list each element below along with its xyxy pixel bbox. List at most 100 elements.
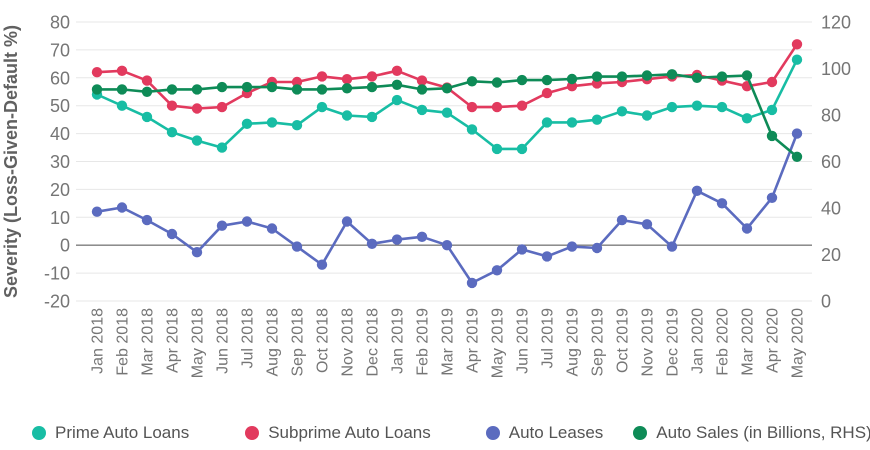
- x-axis-label: Nov 2018: [340, 308, 357, 377]
- series-auto-leases-marker: [266, 223, 278, 234]
- series-auto-leases-marker: [666, 241, 678, 252]
- series-auto-leases-marker: [291, 241, 303, 252]
- x-axis-label: May 2019: [490, 308, 507, 378]
- series-subprime-auto-loans-marker: [416, 75, 428, 86]
- series-prime-auto-loans-marker: [766, 104, 778, 116]
- series-prime-auto-loans-marker: [116, 100, 128, 111]
- series-auto-sales-in-billions-rhs-marker: [116, 84, 128, 95]
- series-subprime-auto-loans-marker: [191, 103, 203, 114]
- legend-marker-auto-sales-in-billions-rhs: [633, 426, 648, 440]
- x-axis-label: Sep 2019: [590, 308, 607, 377]
- left-axis-tick: 10: [50, 208, 70, 228]
- x-axis-label: Jan 2018: [90, 308, 107, 374]
- series-subprime-auto-loans-marker: [166, 100, 178, 111]
- x-axis-label: Apr 2020: [765, 308, 782, 373]
- left-axis-tick: 70: [50, 40, 70, 60]
- series-auto-sales-in-billions-rhs-marker: [641, 70, 653, 81]
- legend-marker-prime-auto-loans: [32, 426, 46, 440]
- series-auto-leases-marker: [491, 265, 503, 276]
- series-prime-auto-loans-marker: [566, 117, 578, 128]
- legend-item-prime-auto-loans: Prime Auto Loans: [32, 423, 189, 443]
- series-auto-sales-in-billions-rhs-marker: [191, 84, 203, 95]
- x-axis-label: May 2020: [790, 308, 807, 378]
- x-axis-label: Apr 2018: [165, 308, 182, 373]
- series-auto-leases-marker: [191, 247, 203, 258]
- series-subprime-auto-loans-marker: [141, 75, 153, 86]
- x-axis-label: Jan 2019: [390, 308, 407, 374]
- legend-item-auto-sales-in-billions-rhs: Auto Sales (in Billions, RHS): [633, 423, 870, 443]
- series-subprime-auto-loans-marker: [541, 87, 553, 99]
- x-axis-label: Dec 2019: [665, 308, 682, 377]
- series-auto-sales-in-billions-rhs-marker: [591, 71, 603, 82]
- series-auto-sales-in-billions-rhs-marker: [566, 73, 578, 85]
- series-prime-auto-loans-marker: [716, 101, 728, 113]
- series-prime-auto-loans-marker: [141, 111, 153, 123]
- legend-marker-subprime-auto-loans: [245, 426, 260, 440]
- series-auto-sales-in-billions-rhs-marker: [766, 130, 778, 142]
- series-auto-leases-marker: [766, 192, 778, 203]
- x-axis-label: Mar 2020: [740, 308, 757, 376]
- series-auto-sales-in-billions-rhs: [91, 69, 803, 162]
- series-auto-sales-in-billions-rhs-marker: [516, 74, 528, 86]
- series-auto-leases-marker: [741, 223, 753, 234]
- x-axis-label: Apr 2019: [465, 308, 482, 373]
- series-auto-leases-marker: [641, 219, 653, 230]
- axis-labels: 80706050403020100-10-20120100806040200Ja…: [44, 13, 851, 379]
- x-axis-label: Jul 2019: [540, 308, 557, 369]
- x-axis-label: Oct 2018: [315, 308, 332, 373]
- series-auto-sales-in-billions-rhs-marker: [166, 84, 178, 95]
- left-axis-tick: 0: [60, 236, 70, 256]
- chart-legend: Prime Auto Loans Subprime Auto Loans Auto …: [0, 417, 870, 449]
- left-axis-tick: 40: [50, 124, 70, 144]
- series-auto-sales-in-billions-rhs-marker: [716, 71, 728, 82]
- series-auto-sales-in-billions-rhs-marker: [241, 81, 253, 93]
- series-auto-leases-line: [95, 132, 799, 285]
- series-auto-sales-in-billions-rhs-marker: [791, 151, 803, 162]
- series-prime-auto-loans-marker: [641, 110, 653, 121]
- series-subprime-auto-loans-marker: [791, 39, 803, 50]
- series-auto-leases-marker: [541, 251, 553, 262]
- series-subprime-auto-loans-marker: [491, 101, 503, 113]
- series-auto-sales-in-billions-rhs-marker: [91, 84, 103, 95]
- right-axis-tick: 0: [821, 292, 831, 312]
- series-auto-sales-in-billions-rhs-marker: [491, 77, 503, 88]
- legend-item-subprime-auto-loans: Subprime Auto Loans: [245, 423, 431, 443]
- series-auto-sales-in-billions-rhs-marker: [416, 84, 428, 95]
- series-auto-leases-marker: [391, 234, 403, 245]
- x-axis-label: Jan 2020: [690, 308, 707, 374]
- x-axis-label: Nov 2019: [640, 308, 657, 377]
- right-axis-tick: 100: [821, 59, 851, 79]
- series-auto-sales-in-billions-rhs-marker: [366, 81, 378, 93]
- left-axis-tick: 50: [50, 96, 70, 116]
- series-auto-leases-marker: [141, 214, 153, 226]
- series-subprime-auto-loans-marker: [566, 81, 578, 92]
- series-auto-sales-in-billions-rhs-marker: [466, 76, 478, 87]
- series-auto-leases-marker: [616, 214, 628, 226]
- series-auto-leases-marker: [91, 206, 103, 217]
- series-prime-auto-loans-marker: [791, 54, 803, 65]
- legend-marker-auto-leases: [485, 426, 500, 440]
- series-auto-sales-in-billions-rhs-marker: [666, 69, 678, 80]
- series-auto-leases-marker: [166, 228, 178, 240]
- x-axis-label: Feb 2020: [715, 308, 732, 376]
- series-prime-auto-loans-marker: [316, 101, 328, 113]
- series-prime-auto-loans-marker: [741, 113, 753, 124]
- left-axis-tick: 30: [50, 152, 70, 172]
- series-prime-auto-loans-marker: [166, 127, 178, 138]
- series-subprime-auto-loans-marker: [766, 76, 778, 88]
- series-prime-auto-loans-marker: [591, 114, 603, 125]
- gridlines: [76, 21, 812, 302]
- x-axis-label: Oct 2019: [615, 308, 632, 373]
- x-axis-label: Jun 2018: [215, 308, 232, 374]
- x-axis-label: Aug 2018: [265, 308, 282, 377]
- x-axis-label: Feb 2019: [415, 308, 432, 376]
- series-prime-auto-loans-marker: [541, 117, 553, 128]
- series-auto-sales-in-billions-rhs-marker: [691, 72, 703, 84]
- left-axis-tick: 20: [50, 180, 70, 200]
- series-auto-sales-in-billions-rhs-marker: [316, 84, 328, 95]
- series-prime-auto-loans-marker: [691, 100, 703, 111]
- series-auto-leases-marker: [566, 241, 578, 252]
- series-subprime-auto-loans-marker: [216, 101, 228, 113]
- right-axis-tick: 40: [821, 199, 841, 219]
- series-auto-leases-marker: [441, 240, 453, 251]
